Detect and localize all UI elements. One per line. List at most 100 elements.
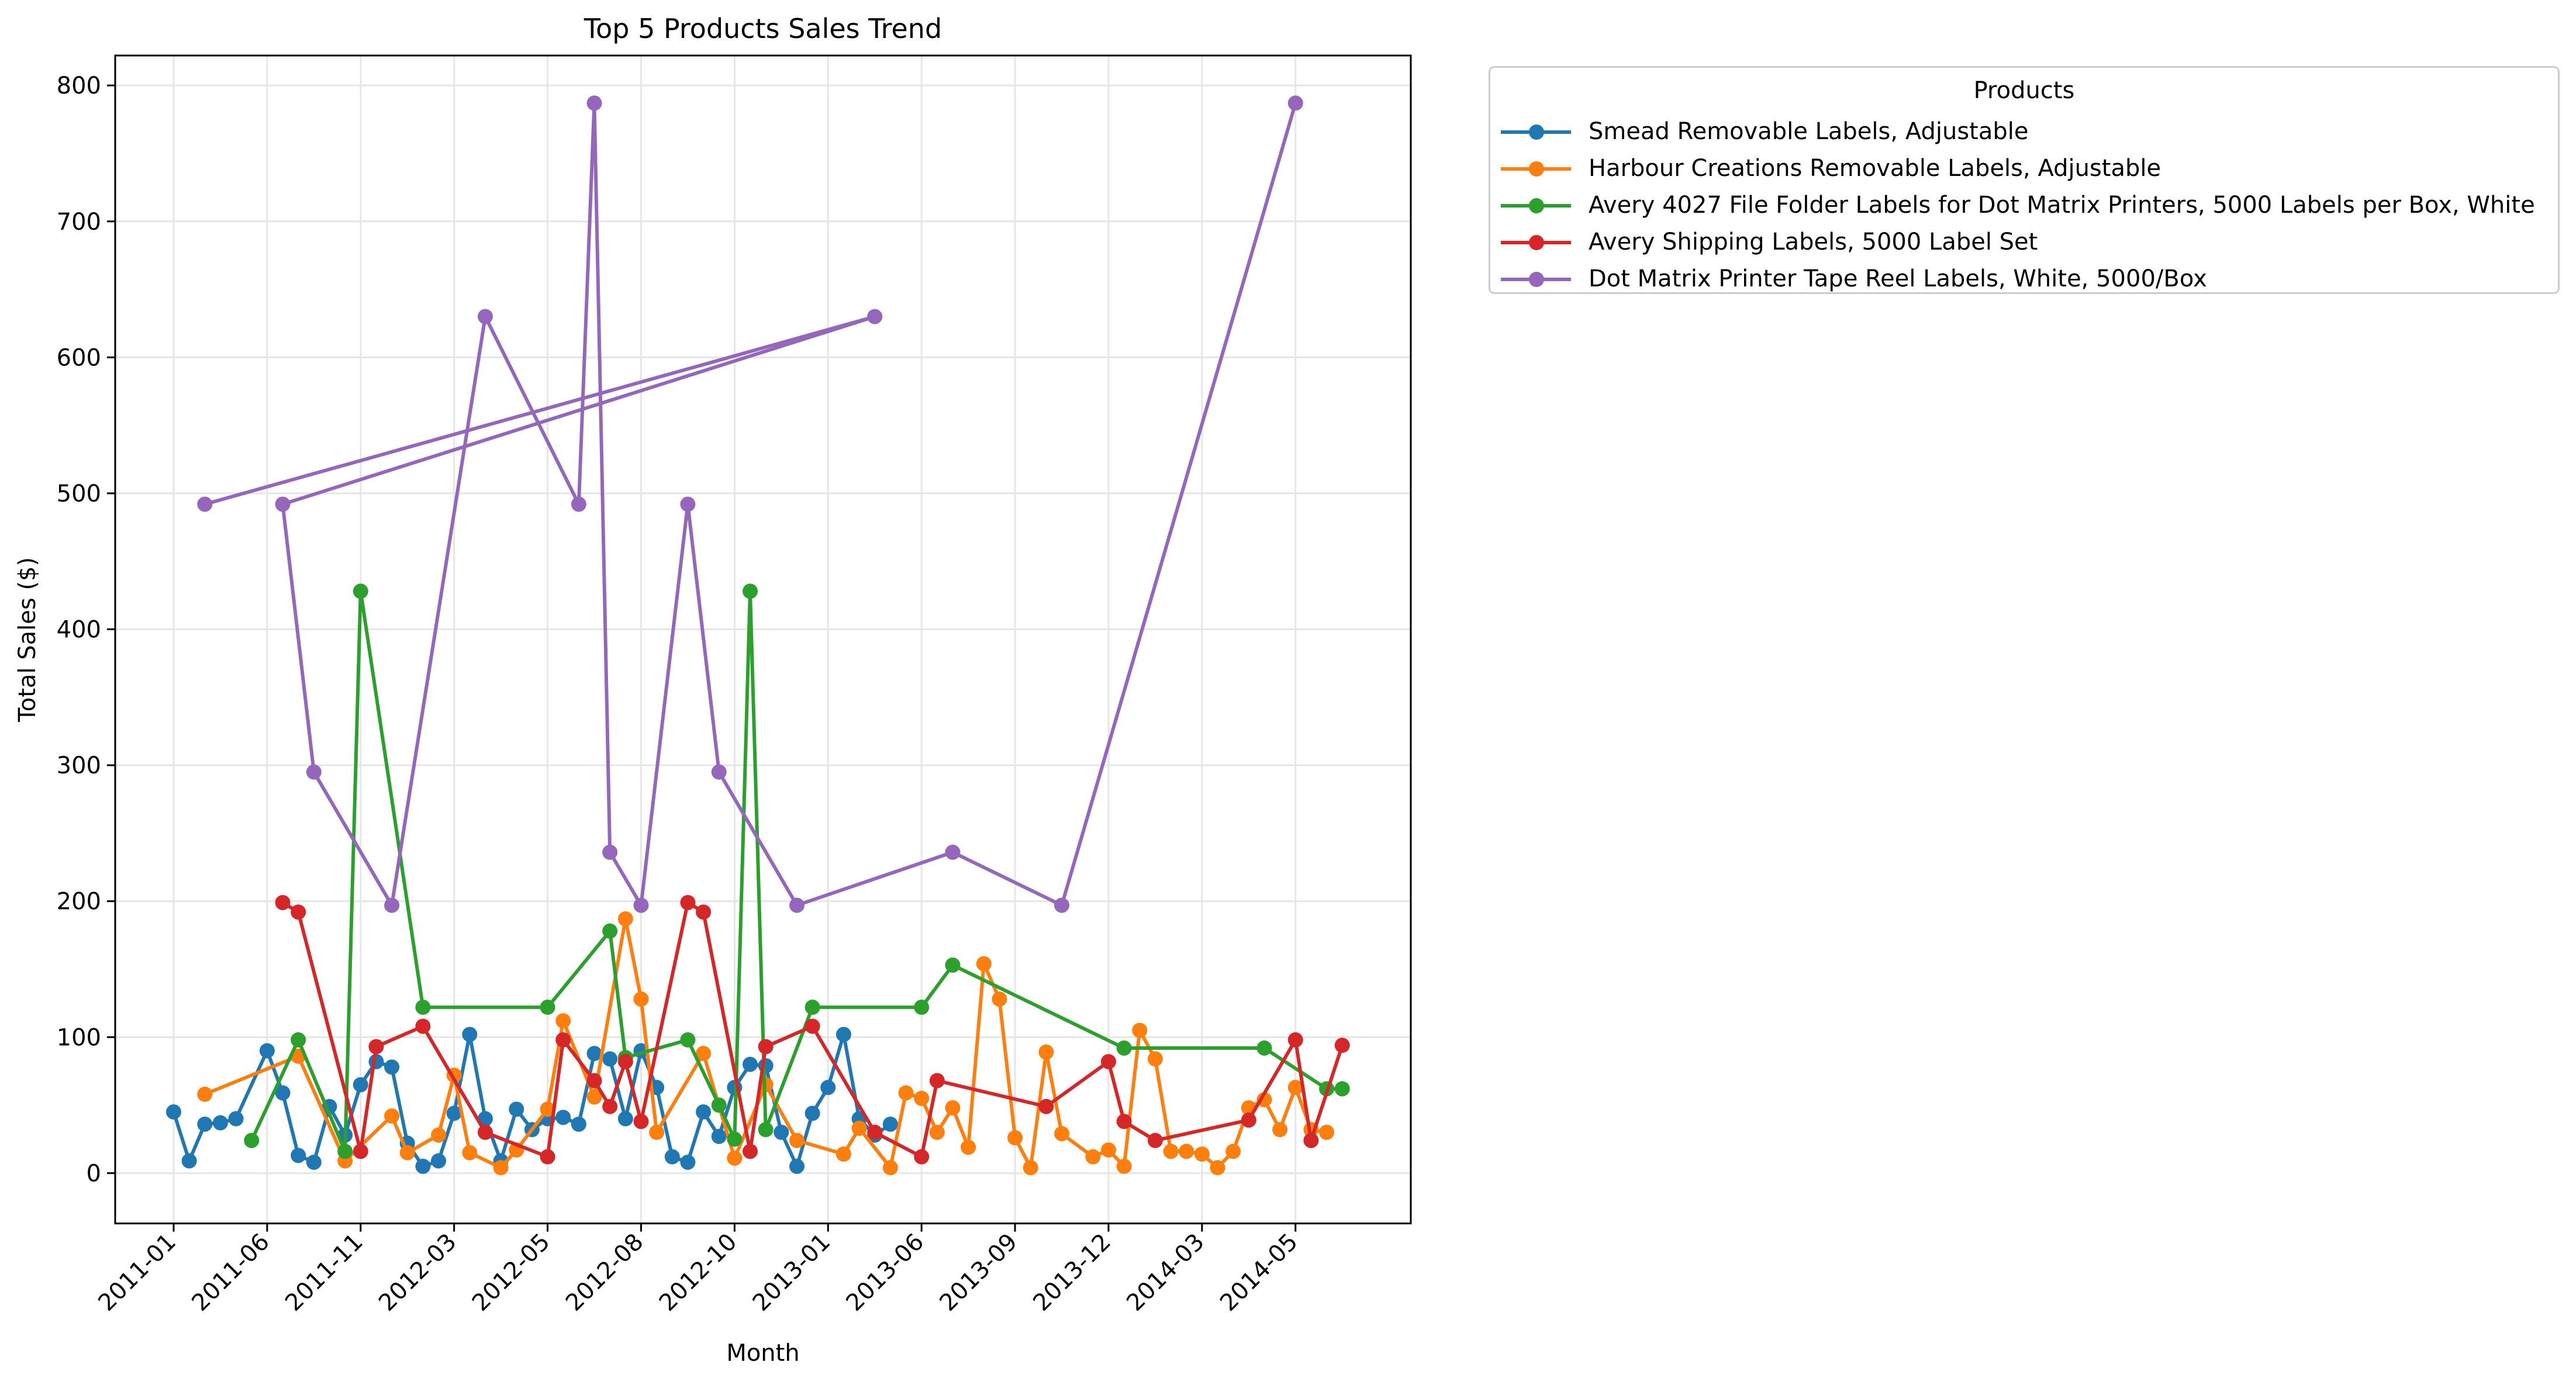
data-point — [804, 1018, 820, 1034]
data-point — [680, 1154, 696, 1170]
series-line — [281, 901, 1344, 1159]
data-point — [384, 1059, 400, 1075]
legend-item-harbour: Harbour Creations Removable Labels, Adju… — [1501, 154, 2161, 183]
data-point — [431, 1153, 447, 1169]
data-point — [945, 1100, 961, 1116]
data-point — [1147, 1133, 1163, 1149]
data-point — [851, 1121, 867, 1136]
y-axis-label: Total Sales ($) — [14, 557, 41, 722]
data-point — [961, 1139, 976, 1155]
data-point — [914, 1000, 930, 1015]
data-point — [353, 583, 368, 599]
data-point — [835, 1026, 851, 1042]
data-point — [929, 1073, 945, 1088]
data-point — [1287, 1080, 1303, 1095]
x-axis-label: Month — [726, 1340, 799, 1367]
data-point — [914, 1091, 930, 1107]
data-point — [680, 895, 696, 911]
data-point — [384, 1108, 400, 1124]
legend-label: Harbour Creations Removable Labels, Adju… — [1589, 155, 2161, 182]
y-tick-label: 300 — [57, 752, 101, 779]
data-point — [1225, 1143, 1241, 1159]
data-point — [1054, 1126, 1070, 1142]
data-point — [478, 1125, 493, 1140]
data-point — [743, 1143, 758, 1159]
data-point — [680, 1032, 696, 1047]
data-point — [571, 496, 586, 512]
legend-label: Avery Shipping Labels, 5000 Label Set — [1589, 229, 2038, 255]
data-point — [696, 904, 712, 920]
x-tick-label: 2013-12 — [1028, 1229, 1116, 1317]
series-5 — [197, 95, 1303, 913]
data-point — [275, 895, 291, 911]
data-point — [306, 764, 322, 780]
x-tick-label: 2013-01 — [748, 1229, 836, 1317]
data-point — [586, 1046, 602, 1062]
data-point — [649, 1125, 665, 1140]
data-point — [368, 1039, 384, 1054]
data-point — [835, 1146, 851, 1162]
data-point — [291, 1032, 306, 1047]
series-layer — [166, 95, 1350, 1175]
data-point — [571, 1116, 586, 1132]
data-point — [431, 1127, 447, 1143]
data-point — [1023, 1160, 1038, 1175]
data-point — [384, 897, 400, 913]
data-point — [586, 1089, 602, 1105]
series-line — [250, 589, 1344, 1153]
data-point — [1085, 1149, 1101, 1165]
data-point — [555, 1013, 571, 1029]
x-tick-label: 2012-03 — [374, 1229, 462, 1317]
y-tick-label: 500 — [57, 480, 101, 507]
data-point — [415, 1159, 431, 1174]
data-point — [166, 1104, 181, 1120]
data-point — [1101, 1054, 1116, 1070]
x-tick-label: 2014-05 — [1215, 1229, 1303, 1317]
data-point — [711, 1097, 727, 1113]
x-tick-label: 2012-08 — [561, 1229, 649, 1317]
data-point — [945, 845, 961, 860]
data-point — [602, 1098, 618, 1114]
legend-swatch — [1501, 154, 1571, 183]
data-point — [633, 991, 649, 1007]
x-tick-label: 2013-09 — [934, 1229, 1023, 1317]
plot-frame — [114, 54, 1412, 1225]
series-line — [203, 101, 1297, 907]
data-point — [1038, 1044, 1054, 1060]
legend-swatch — [1501, 227, 1571, 257]
data-point — [586, 1073, 602, 1088]
data-point — [1007, 1130, 1023, 1146]
data-point — [914, 1149, 930, 1165]
data-point — [898, 1085, 914, 1101]
data-point — [1116, 1114, 1132, 1129]
legend-label: Smead Removable Labels, Adjustable — [1589, 118, 2029, 145]
data-point — [1334, 1081, 1350, 1097]
data-point — [711, 764, 727, 780]
data-point — [633, 897, 649, 913]
data-point — [789, 897, 804, 913]
data-point — [1210, 1160, 1225, 1175]
data-point — [1163, 1143, 1179, 1159]
chart-title: Top 5 Products Sales Trend — [583, 13, 942, 44]
data-point — [617, 1054, 633, 1070]
legend-item-avery-shipping: Avery Shipping Labels, 5000 Label Set — [1501, 227, 2038, 257]
data-point — [586, 95, 602, 111]
data-point — [602, 845, 618, 860]
series-4 — [275, 895, 1350, 1165]
data-point — [259, 1043, 275, 1059]
data-point — [1334, 1038, 1350, 1053]
data-point — [540, 1000, 555, 1015]
data-point — [1256, 1092, 1272, 1108]
data-point — [1054, 897, 1070, 913]
data-point — [1116, 1159, 1132, 1174]
x-tick-label: 2014-03 — [1121, 1229, 1210, 1317]
data-point — [337, 1143, 353, 1159]
data-point — [743, 1056, 758, 1072]
data-point — [275, 496, 291, 512]
x-tick-label: 2011-01 — [93, 1229, 181, 1317]
data-point — [820, 1080, 836, 1095]
data-point — [1101, 1142, 1116, 1158]
data-point — [992, 991, 1007, 1007]
data-point — [228, 1111, 244, 1126]
series-line — [172, 1032, 892, 1168]
